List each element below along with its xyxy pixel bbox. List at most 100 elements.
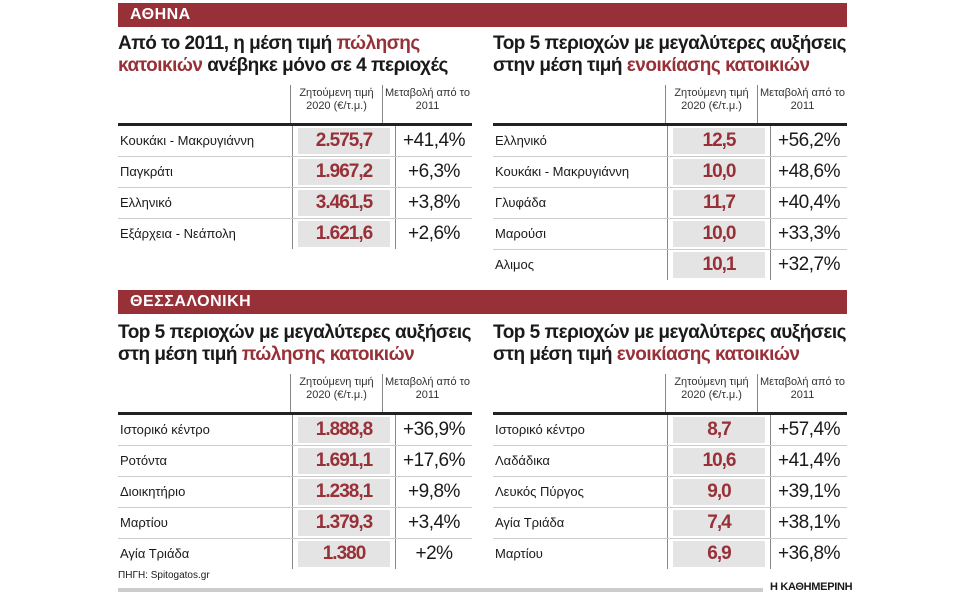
price-value: 6,9 <box>673 541 765 567</box>
source-note: ΠΗΓΗ: Spitogatos.gr <box>118 570 210 581</box>
price-value: 10,1 <box>673 252 765 278</box>
area-name: Ελληνικό <box>120 195 172 210</box>
table-title: Top 5 περιοχών με μεγαλύτερες αυξήσεις σ… <box>493 33 847 76</box>
change-value: +32,7% <box>770 250 847 280</box>
area-name: Μαρούσι <box>495 226 546 241</box>
price-value: 1.238,1 <box>298 479 390 505</box>
price-value: 1.380 <box>298 541 390 567</box>
brand-logo: Η ΚΑΘΗΜΕΡΙΝΗ <box>770 581 853 593</box>
area-name: Εξάρχεια - Νεάπολη <box>120 226 236 241</box>
area-name: Μαρτίου <box>495 546 543 561</box>
col-price-header: Ζητούμενη τιμή 2020 (€/τ.μ.) <box>665 374 757 412</box>
area-name: Κουκάκι - Μακρυγιάννη <box>495 164 630 179</box>
col-change-header: Μεταβολή από το 2011 <box>757 85 847 123</box>
price-value: 1.621,6 <box>298 221 390 247</box>
change-value: +57,4% <box>770 415 847 445</box>
table-header: Ζητούμενη τιμή 2020 (€/τ.μ.) Μεταβολή από… <box>493 374 847 415</box>
area-name: Λαδάδικα <box>495 453 550 468</box>
table-row: Λευκός Πύργος 9,0 +39,1% <box>493 477 847 508</box>
col-price-header: Ζητούμενη τιμή 2020 (€/τ.μ.) <box>290 374 382 412</box>
col-change-header: Μεταβολή από το 2011 <box>382 374 472 412</box>
change-value: +3,8% <box>395 188 472 218</box>
change-value: +3,4% <box>395 508 472 538</box>
table-row: Κουκάκι - Μακρυγιάννη 2.575,7 +41,4% <box>118 126 472 157</box>
area-name: Κουκάκι - Μακρυγιάννη <box>120 133 255 148</box>
change-value: +56,2% <box>770 126 847 156</box>
table-row: Ιστορικό κέντρο 1.888,8 +36,9% <box>118 415 472 446</box>
area-name: Παγκράτι <box>120 164 173 179</box>
area-name: Ιστορικό κέντρο <box>120 422 210 437</box>
price-value: 1.379,3 <box>298 510 390 536</box>
area-name: Αγία Τριάδα <box>495 515 565 530</box>
change-value: +36,9% <box>395 415 472 445</box>
table-row: Παγκράτι 1.967,2 +6,3% <box>118 157 472 188</box>
table-row: Αλιμος 10,1 +32,7% <box>493 250 847 280</box>
table-row: Μαρούσι 10,0 +33,3% <box>493 219 847 250</box>
table-body: Ελληνικό 12,5 +56,2% Κουκάκι - Μακρυγιάννη 1… <box>493 126 847 280</box>
area-name: Αλιμος <box>495 257 535 272</box>
athens-sale-panel: Από το 2011, η μέση τιμή πώλησης κατοικι… <box>118 33 472 249</box>
change-value: +39,1% <box>770 477 847 507</box>
change-value: +48,6% <box>770 157 847 187</box>
table-row: Εξάρχεια - Νεάπολη 1.621,6 +2,6% <box>118 219 472 249</box>
table-row: Αγία Τριάδα 1.380 +2% <box>118 539 472 569</box>
athens-rent-panel: Top 5 περιοχών με μεγαλύτερες αυξήσεις σ… <box>493 33 847 280</box>
change-value: +9,8% <box>395 477 472 507</box>
footer-rule <box>118 588 763 592</box>
col-change-header: Μεταβολή από το 2011 <box>382 85 472 123</box>
col-price-header: Ζητούμενη τιμή 2020 (€/τ.μ.) <box>290 85 382 123</box>
change-value: +6,3% <box>395 157 472 187</box>
change-value: +2,6% <box>395 219 472 249</box>
area-name: Αγία Τριάδα <box>120 546 190 561</box>
table-body: Ιστορικό κέντρο 1.888,8 +36,9% Ροτόντα 1.691… <box>118 415 472 569</box>
title-highlight: ενοικίασης κατοικιών <box>616 344 800 365</box>
price-value: 7,4 <box>673 510 765 536</box>
table-row: Κουκάκι - Μακρυγιάννη 10,0 +48,6% <box>493 157 847 188</box>
table-header: Ζητούμενη τιμή 2020 (€/τ.μ.) Μεταβολή από… <box>118 85 472 126</box>
table-row: Γλυφάδα 11,7 +40,4% <box>493 188 847 219</box>
price-value: 10,0 <box>673 159 765 185</box>
price-value: 1.691,1 <box>298 448 390 474</box>
table-title: Από το 2011, η μέση τιμή πώλησης κατοικι… <box>118 33 448 76</box>
area-name: Ροτόντα <box>120 453 168 468</box>
table-body: Ιστορικό κέντρο 8,7 +57,4% Λαδάδικα 10,6 +41,… <box>493 415 847 569</box>
price-value: 9,0 <box>673 479 765 505</box>
price-value: 8,7 <box>673 417 765 443</box>
table-row: Αγία Τριάδα 7,4 +38,1% <box>493 508 847 539</box>
table-row: Μαρτίου 6,9 +36,8% <box>493 539 847 569</box>
table-row: Ελληνικό 12,5 +56,2% <box>493 126 847 157</box>
table-row: Μαρτίου 1.379,3 +3,4% <box>118 508 472 539</box>
title-highlight: ενοικίασης κατοικιών <box>626 55 810 76</box>
area-name: Λευκός Πύργος <box>495 484 584 499</box>
change-value: +2% <box>395 539 472 569</box>
thessaloniki-section-bar: ΘΕΣΣΑΛΟΝΙΚΗ <box>118 290 847 314</box>
table-header: Ζητούμενη τιμή 2020 (€/τ.μ.) Μεταβολή από… <box>118 374 472 415</box>
price-value: 2.575,7 <box>298 128 390 154</box>
table-title: Top 5 περιοχών με μεγαλύτερες αυξήσεις σ… <box>118 322 472 365</box>
thessaloniki-sale-panel: Top 5 περιοχών με μεγαλύτερες αυξήσεις σ… <box>118 322 472 569</box>
price-value: 10,0 <box>673 221 765 247</box>
title-highlight: πώλησης κατοικιών <box>241 344 415 365</box>
table-title: Top 5 περιοχών με μεγαλύτερες αυξήσεις σ… <box>493 322 847 365</box>
title-highlight: πώλησης κατοικιών <box>118 33 420 76</box>
price-value: 11,7 <box>673 190 765 216</box>
change-value: +36,8% <box>770 539 847 569</box>
change-value: +33,3% <box>770 219 847 249</box>
athens-section-bar: ΑΘΗΝΑ <box>118 3 847 27</box>
table-row: Ροτόντα 1.691,1 +17,6% <box>118 446 472 477</box>
area-name: Μαρτίου <box>120 515 168 530</box>
col-change-header: Μεταβολή από το 2011 <box>757 374 847 412</box>
table-row: Διοικητήριο 1.238,1 +9,8% <box>118 477 472 508</box>
change-value: +41,4% <box>770 446 847 476</box>
change-value: +38,1% <box>770 508 847 538</box>
price-value: 1.888,8 <box>298 417 390 443</box>
table-row: Ιστορικό κέντρο 8,7 +57,4% <box>493 415 847 446</box>
area-name: Γλυφάδα <box>495 195 547 210</box>
price-value: 10,6 <box>673 448 765 474</box>
table-header: Ζητούμενη τιμή 2020 (€/τ.μ.) Μεταβολή από… <box>493 85 847 126</box>
table-row: Λαδάδικα 10,6 +41,4% <box>493 446 847 477</box>
thessaloniki-rent-panel: Top 5 περιοχών με μεγαλύτερες αυξήσεις σ… <box>493 322 847 569</box>
change-value: +40,4% <box>770 188 847 218</box>
price-value: 12,5 <box>673 128 765 154</box>
table-body: Κουκάκι - Μακρυγιάννη 2.575,7 +41,4% Παγκρά… <box>118 126 472 249</box>
